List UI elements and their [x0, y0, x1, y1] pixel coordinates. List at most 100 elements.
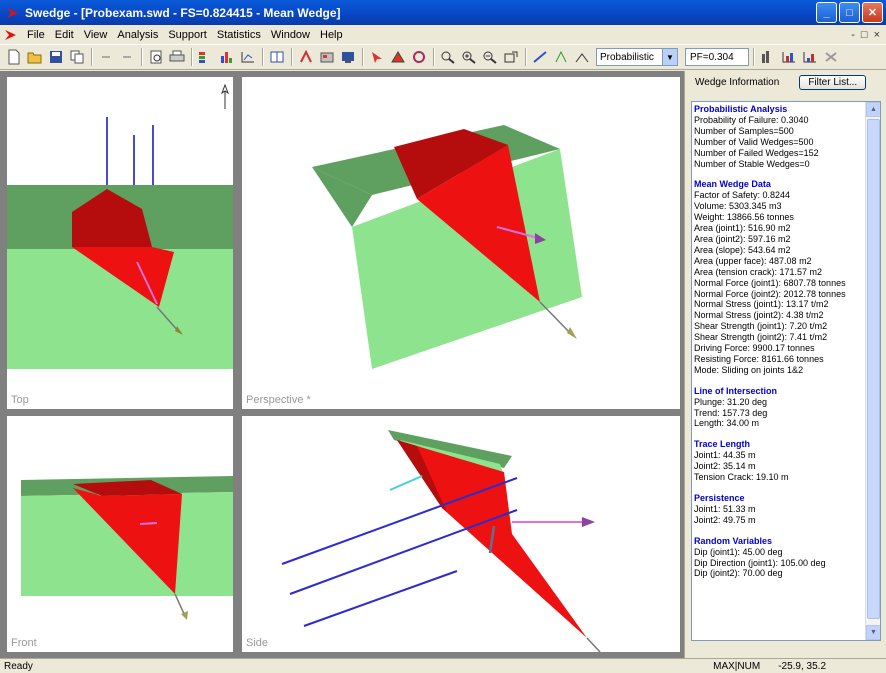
zoom-all-icon[interactable]	[438, 47, 458, 67]
sampler-icon[interactable]	[317, 47, 337, 67]
wedge-information-panel: Wedge Information Filter List... Probabi…	[684, 71, 886, 658]
scroll-thumb[interactable]	[867, 119, 880, 619]
section-heading-probabilistic: Probabilistic Analysis	[694, 104, 788, 114]
info-scrollbar[interactable]: ▲ ▼	[865, 102, 880, 640]
front-view[interactable]: Front	[7, 416, 233, 652]
list-item: Shear Strength (joint2): 7.41 t/m2	[694, 332, 828, 343]
target-icon[interactable]	[409, 47, 429, 67]
menu-edit[interactable]: Edit	[54, 28, 74, 41]
measure-icon[interactable]	[572, 47, 592, 67]
filter-list-button[interactable]: Filter List...	[799, 74, 867, 90]
view-label-side: Side	[246, 637, 269, 649]
normal-vector	[488, 525, 496, 554]
chart-icon[interactable]	[238, 47, 258, 67]
list-item: Dip (joint2): 70.00 deg	[694, 568, 783, 579]
menu-statistics[interactable]: Statistics	[216, 28, 261, 41]
scatter-plot-icon[interactable]	[779, 47, 799, 67]
list-item: Volume: 5303.345 m3	[694, 201, 782, 212]
force-vector	[496, 226, 543, 240]
zoom-in-icon[interactable]	[459, 47, 479, 67]
select-arrow-icon[interactable]	[367, 47, 387, 67]
status-bar: Ready MAX|NUM -25.9, 35.2	[0, 658, 886, 673]
list-item: Dip (joint1): 45.00 deg	[694, 546, 783, 557]
view-label-top: Top	[11, 394, 29, 406]
save-icon[interactable]	[46, 47, 66, 67]
perspective-view[interactable]: Perspective *	[242, 77, 680, 409]
section-heading-line-of-intersection: Line of Intersection	[694, 385, 778, 396]
list-item: Tension Crack: 19.10 m	[694, 472, 789, 483]
menu-support[interactable]: Support	[168, 28, 207, 41]
list-item: Number of Failed Wedges=152	[694, 147, 819, 158]
new-file-icon[interactable]	[4, 47, 24, 67]
close-button[interactable]: ✕	[862, 2, 883, 23]
input-data-icon[interactable]	[296, 47, 316, 67]
menu-file[interactable]: File	[27, 28, 45, 41]
menu-analysis[interactable]: Analysis	[117, 28, 159, 41]
list-item: Probability of Failure: 0.3040	[694, 114, 809, 125]
list-item: Mode: Sliding on joints 1&2	[694, 364, 804, 375]
tools-icon[interactable]	[821, 47, 841, 67]
minimize-button[interactable]: _	[816, 2, 837, 23]
layers-icon[interactable]	[196, 47, 216, 67]
top-view[interactable]: Top	[7, 77, 233, 409]
list-item: Shear Strength (joint1): 7.20 t/m2	[694, 321, 828, 332]
analysis-mode-value: Probabilistic	[600, 51, 654, 63]
print-preview-icon[interactable]	[146, 47, 166, 67]
window-icon[interactable]	[267, 47, 287, 67]
info-list[interactable]: Probabilistic Analysis Probability of Fa…	[691, 101, 881, 641]
draw-line-icon[interactable]	[530, 47, 550, 67]
redo-icon[interactable]	[117, 47, 137, 67]
scroll-up-icon[interactable]: ▲	[866, 102, 880, 117]
wedge-icon[interactable]	[388, 47, 408, 67]
section-heading-trace-length: Trace Length	[694, 439, 751, 450]
doc-close-button[interactable]: ×	[873, 28, 880, 41]
pick-icon[interactable]	[551, 47, 571, 67]
list-item: Trend: 157.73 deg	[694, 407, 768, 418]
display-icon[interactable]	[338, 47, 358, 67]
list-item: Normal Stress (joint2): 4.38 t/m2	[694, 310, 824, 321]
zoom-out-icon[interactable]	[480, 47, 500, 67]
probability-field[interactable]: PF=0.304	[685, 48, 749, 66]
bar-chart-icon[interactable]	[758, 47, 778, 67]
chevron-down-icon[interactable]: ▼	[662, 49, 677, 65]
list-item: Resisting Force: 8161.66 tonnes	[694, 353, 824, 364]
joint-plane-line-1	[281, 477, 518, 565]
menu-window[interactable]: Window	[270, 28, 310, 41]
arrow-head	[181, 611, 188, 620]
cyan-vector	[389, 475, 423, 491]
open-folder-icon[interactable]	[25, 47, 45, 67]
zoom-window-icon[interactable]	[501, 47, 521, 67]
copy-icon[interactable]	[67, 47, 87, 67]
analysis-mode-select[interactable]: Probabilistic ▼	[596, 48, 678, 66]
list-item: Joint2: 35.14 m	[694, 461, 756, 472]
arrow-head	[582, 517, 595, 527]
cumulative-plot-icon[interactable]	[800, 47, 820, 67]
section-heading-persistence: Persistence	[694, 493, 745, 503]
list-item: Number of Stable Wedges=0	[694, 158, 810, 169]
force-vector	[139, 522, 158, 525]
list-item: Joint2: 49.75 m	[694, 514, 756, 525]
menu-view[interactable]: View	[83, 28, 108, 41]
menu-bar: File Edit View Analysis Support Statisti…	[0, 25, 886, 44]
histogram-icon[interactable]	[217, 47, 237, 67]
undo-icon[interactable]	[96, 47, 116, 67]
maximize-button[interactable]: □	[839, 2, 860, 23]
doc-minimize-button[interactable]: -	[851, 28, 855, 41]
toolbar: Probabilistic ▼ PF=0.304	[0, 44, 886, 70]
list-item: Plunge: 31.20 deg	[694, 396, 768, 407]
info-content: Probabilistic Analysis Probability of Fa…	[694, 104, 866, 579]
arrow-head	[567, 327, 577, 339]
wedge-upper-face	[72, 189, 152, 247]
doc-restore-button[interactable]: □	[860, 28, 868, 41]
view-label-perspective: Perspective *	[246, 394, 311, 406]
menu-help[interactable]: Help	[320, 28, 343, 41]
print-icon[interactable]	[167, 47, 187, 67]
slope-side-face	[312, 167, 372, 227]
north-arrow-icon	[220, 83, 230, 109]
side-view[interactable]: Side	[242, 416, 680, 652]
list-item: Joint1: 51.33 m	[694, 503, 756, 514]
scroll-down-icon[interactable]: ▼	[866, 625, 880, 640]
app-logo-icon	[7, 7, 18, 18]
intersection-line	[539, 301, 573, 336]
